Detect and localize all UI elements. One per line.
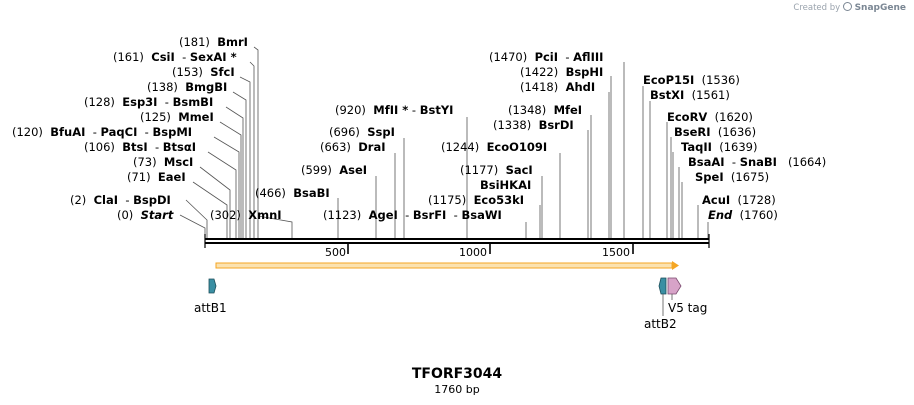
site-ahdi[interactable]: (1418) AhdI <box>520 80 596 94</box>
site-saci[interactable]: (1177) SacI <box>460 163 533 177</box>
site-ecop15i[interactable]: EcoP15I (1536) <box>643 73 740 87</box>
site-bmri[interactable]: (181) BmrI <box>179 35 248 49</box>
leader-clai <box>185 199 208 238</box>
leader-bfuai <box>213 136 240 238</box>
leader-sfci <box>239 76 251 238</box>
leader-lines-right <box>642 86 709 238</box>
plasmid-title: TFORF3044 <box>411 366 503 382</box>
snapgene-logo-icon <box>842 2 852 11</box>
ruler-label-500: 500 <box>325 246 346 259</box>
site-bsrdi[interactable]: (1338) BsrDI <box>493 118 574 132</box>
site-bsaai[interactable]: BsaAI - SnaBI (1664) <box>688 155 827 169</box>
site-pcii[interactable]: (1470) PciI - AflIII <box>489 50 604 64</box>
leader-xmni <box>257 215 293 238</box>
site-taqii[interactable]: TaqII (1639) <box>681 140 758 154</box>
site-mfli[interactable]: (920) MfII * - BstYI <box>335 103 454 117</box>
site-spei[interactable]: SpeI (1675) <box>695 170 770 184</box>
site-end[interactable]: End (1760) <box>708 208 778 222</box>
feature-attb2[interactable] <box>658 277 667 316</box>
site-mmei[interactable]: (125) MmeI <box>140 110 214 124</box>
site-bmgbi[interactable]: (138) BmgBI <box>147 80 228 94</box>
leader-esp3i <box>225 106 244 238</box>
ruler-label-1500: 1500 <box>602 246 630 259</box>
site-btsi[interactable]: (106) BtsI - BtsαI <box>84 140 197 154</box>
leader-bmgbi <box>232 91 247 238</box>
orf-arrow[interactable] <box>215 261 679 270</box>
leader-lines-mid <box>337 62 625 238</box>
feature-label-v5-tag: V5 tag <box>668 301 708 315</box>
site-acui[interactable]: AcuI (1728) <box>702 193 776 207</box>
site-msci[interactable]: (73) MscI <box>133 155 194 169</box>
leader-start <box>179 214 206 238</box>
site-bsihkai[interactable]: BsiHKAI <box>480 178 532 192</box>
site-bstxi[interactable]: BstXI (1561) <box>650 88 730 102</box>
site-bseri[interactable]: BseRI (1636) <box>674 125 757 139</box>
leader-mmei <box>219 121 242 238</box>
site-clai[interactable]: (2) ClaI - BspDI <box>70 193 171 207</box>
credit-text: Created by <box>793 3 841 13</box>
leader-csii <box>249 61 255 238</box>
ruler <box>347 244 634 254</box>
site-bsabi[interactable]: (466) BsaBI <box>255 186 330 200</box>
leader-bmri <box>253 46 259 238</box>
leader-btsi <box>207 151 237 238</box>
dna-backbone <box>204 234 710 248</box>
site-mfei[interactable]: (1348) MfeI <box>508 103 583 117</box>
ruler-label-1000: 1000 <box>459 246 487 259</box>
site-ecoo109i[interactable]: (1244) EcoO109I <box>441 140 548 154</box>
site-eco53ki[interactable]: (1175) Eco53kI <box>428 193 525 207</box>
feature-label-attb2: attB2 <box>644 317 677 331</box>
site-agei[interactable]: (1123) AgeI - BsrFI - BsaWI <box>323 208 502 222</box>
feature-label-attb1: attB1 <box>194 301 227 315</box>
snapgene-credit: Created by SnapGene <box>793 2 906 13</box>
leader-msci <box>199 166 231 238</box>
site-eaei[interactable]: (71) EaeI <box>127 170 186 184</box>
site-asei[interactable]: (599) AseI <box>301 163 368 177</box>
feature-v5-tag[interactable] <box>667 277 682 300</box>
leader-eaei <box>192 181 228 238</box>
site-csii[interactable]: (161) CsiI - SexAI * <box>113 50 237 64</box>
site-sspi[interactable]: (696) SspI <box>329 125 395 139</box>
site-start[interactable]: (0) Start <box>117 208 174 222</box>
leader-lines-left <box>179 46 293 238</box>
site-drai[interactable]: (663) DraI <box>320 140 386 154</box>
site-bfuai[interactable]: (120) BfuAI - PaqCI - BspMI <box>12 125 193 139</box>
plasmid-length: 1760 bp <box>434 383 480 396</box>
site-sfci[interactable]: (153) SfcI <box>172 65 235 79</box>
site-esp3i[interactable]: (128) Esp3I - BsmBI <box>84 95 214 109</box>
site-ecorv[interactable]: EcoRV (1620) <box>667 110 753 124</box>
site-bsphi[interactable]: (1422) BspHI <box>520 65 604 79</box>
site-xmni[interactable]: (302) XmnI <box>210 208 282 222</box>
credit-brand: SnapGene <box>854 3 906 13</box>
feature-attb1[interactable] <box>208 278 217 294</box>
